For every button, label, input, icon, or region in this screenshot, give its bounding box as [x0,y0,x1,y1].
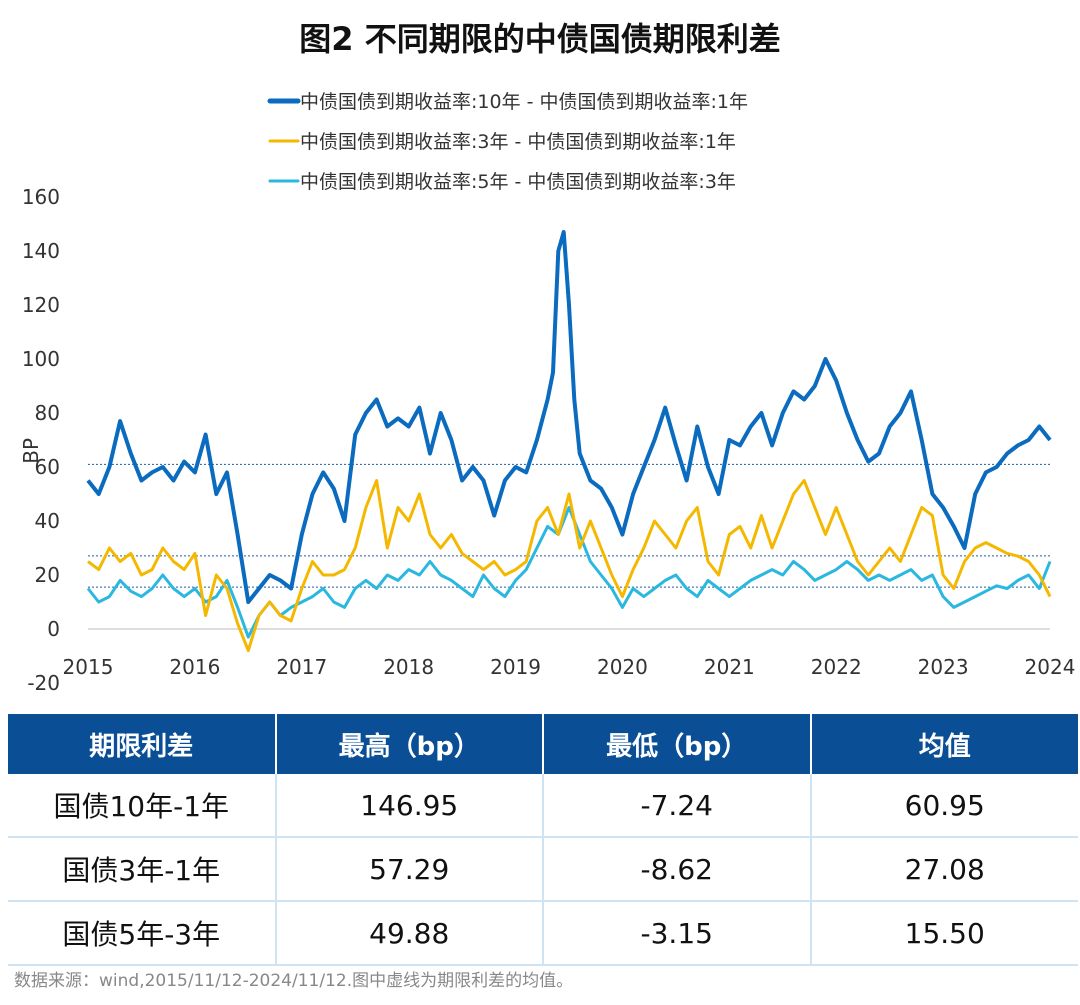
cell-min: -3.15 [543,901,812,966]
x-tick-label: 2018 [383,655,434,679]
table-row: 国债10年-1年 146.95 -7.24 60.95 [8,774,1078,838]
chart-axes: -20 0 20 40 60 80 100 120 140 160 BP 2015 2016 2017 20… [19,185,1075,695]
y-axis-label: BP [19,438,43,464]
cell-min: -7.24 [543,774,812,838]
header-mean: 均值 [810,714,1078,774]
header-max: 最高（bp） [275,714,544,774]
row-label: 国债5年-3年 [8,901,277,966]
y-tick-label: 20 [35,563,60,587]
x-tick-label: 2016 [169,655,220,679]
row-label: 国债10年-1年 [8,774,277,838]
x-tick-label: 2024 [1025,655,1076,679]
y-tick-label: 100 [22,347,60,371]
y-tick-label: 40 [35,509,60,533]
table-row: 国债5年-3年 49.88 -3.15 15.50 [8,901,1078,966]
stats-table: 期限利差 最高（bp） 最低（bp） 均值 国债10年-1年 146.95 -7… [8,714,1078,966]
series-line-1 [86,230,1052,604]
header-spread: 期限利差 [8,714,277,774]
line-chart: 中债国债到期收益率:10年 - 中债国债到期收益率:1年中债国债到期收益率:3年… [19,91,1075,695]
x-tick-label: 2020 [597,655,648,679]
y-tick-label: 80 [35,401,60,425]
x-tick-label: 2015 [63,655,114,679]
series-line-2 [87,479,1052,653]
table-row: 国债3年-1年 57.29 -8.62 27.08 [8,837,1078,902]
y-tick-label: 140 [22,239,60,263]
x-tick-label: 2022 [811,655,862,679]
x-tick-label: 2023 [918,655,969,679]
legend-label-3: 中债国债到期收益率:5年 - 中债国债到期收益率:3年 [300,171,736,193]
y-tick-label: 0 [47,617,60,641]
series-line-3 [86,506,1052,639]
x-tick-label: 2021 [704,655,755,679]
header-min: 最低（bp） [543,714,812,774]
legend-label-2: 中债国债到期收益率:3年 - 中债国债到期收益率:1年 [300,131,736,153]
cell-mean: 15.50 [810,901,1078,966]
cell-mean: 60.95 [810,774,1078,838]
chart-title: 图2 不同期限的中债国债期限利差 [299,20,781,58]
legend-label-1: 中债国债到期收益率:10年 - 中债国债到期收益率:1年 [300,91,748,113]
source-note: 数据来源：wind,2015/11/12-2024/11/12.图中虚线为期限利… [14,971,574,991]
y-tick-label: 120 [22,293,60,317]
chart-legend: 中债国债到期收益率:10年 - 中债国债到期收益率:1年中债国债到期收益率:3年… [267,91,748,193]
x-tick-label: 2017 [276,655,327,679]
cell-max: 146.95 [275,774,544,838]
cell-min: -8.62 [543,837,812,902]
x-tick-label: 2019 [490,655,541,679]
cell-max: 49.88 [275,901,544,966]
y-tick-label: 160 [22,185,60,209]
cell-max: 57.29 [275,837,544,902]
row-label: 国债3年-1年 [8,837,277,902]
table-header-row: 期限利差 最高（bp） 最低（bp） 均值 [8,714,1078,774]
y-tick-label: 60 [35,455,60,479]
cell-mean: 27.08 [810,837,1078,902]
mean-lines [88,463,1050,588]
series-lines [86,230,1052,653]
y-tick-label: -20 [27,671,60,695]
